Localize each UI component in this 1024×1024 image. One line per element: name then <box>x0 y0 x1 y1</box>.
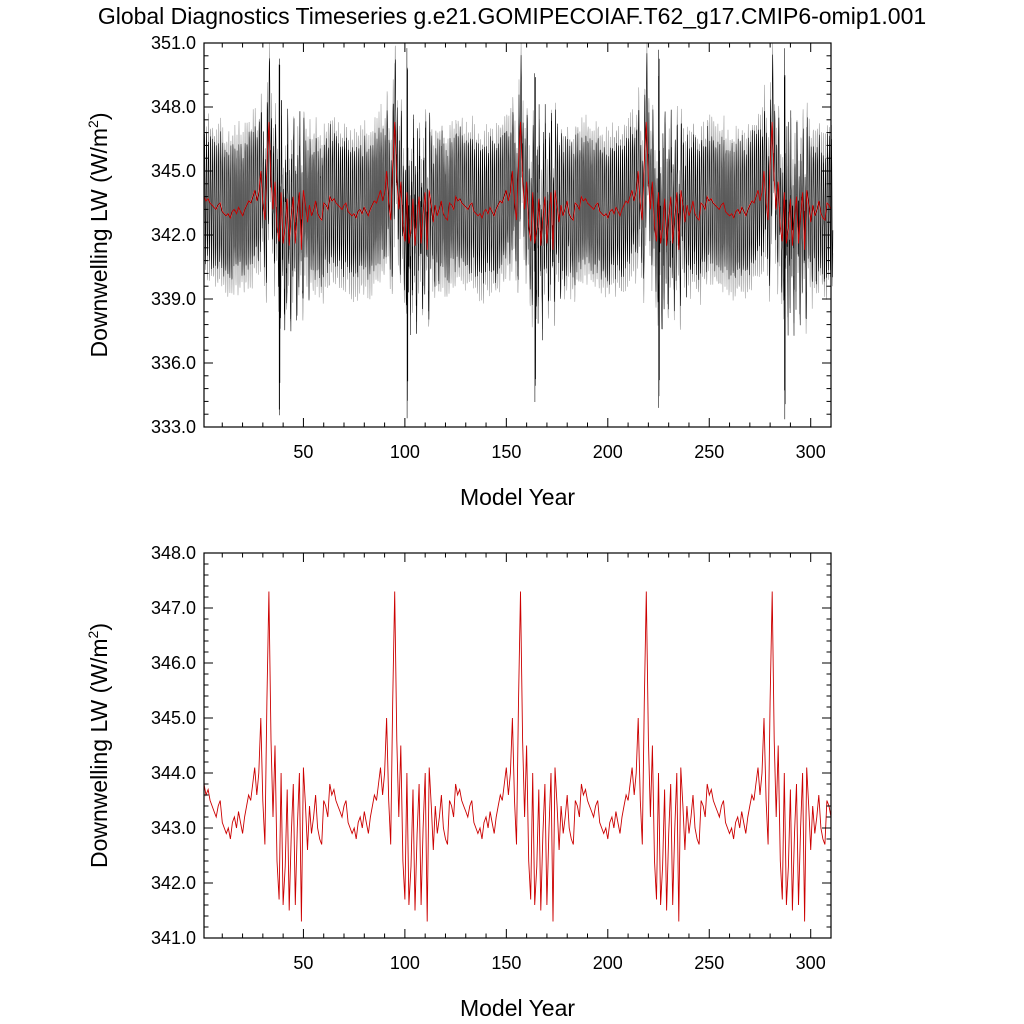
x-tick-label: 50 <box>293 442 313 462</box>
y-axis-title-close: ) <box>86 623 112 631</box>
x-tick-label: 100 <box>390 442 420 462</box>
series-line-annual <box>203 121 832 250</box>
y-tick-label: 345.0 <box>151 708 196 728</box>
panel-bottom: 341.0 342.0 343.0 344.0 345.0 346.0 347.0 348.0… <box>85 543 832 1021</box>
y-axis-title-superscript: 2 <box>85 120 101 128</box>
x-tick-label: 250 <box>694 953 724 973</box>
y-tick-label: 346.0 <box>151 653 196 673</box>
x-tick-label: 150 <box>491 442 521 462</box>
plot-frame <box>203 552 832 939</box>
series-line-annual <box>203 591 832 922</box>
y-tick-label: 339.0 <box>151 289 196 309</box>
series-line-monthly-1 <box>203 48 834 420</box>
y-axis-title-text: Downwelling LW (W/m <box>86 128 112 358</box>
y-tick-label: 348.0 <box>151 543 196 563</box>
y-tick-label: 336.0 <box>151 353 196 373</box>
y-tick-label: 343.0 <box>151 818 196 838</box>
y-tick-label: 342.0 <box>151 225 196 245</box>
y-axis-title-close: ) <box>86 112 112 120</box>
y-tick-label: 344.0 <box>151 763 196 783</box>
y-axis-title-superscript: 2 <box>85 630 101 638</box>
x-tick-label: 300 <box>796 953 826 973</box>
x-tick-label: 300 <box>796 442 826 462</box>
panel-top: 333.0 336.0 339.0 342.0 345.0 348.0 351.0 50 100… <box>85 33 834 510</box>
x-tick-label: 200 <box>593 442 623 462</box>
x-axis-title: Model Year <box>460 995 575 1021</box>
y-tick-label: 351.0 <box>151 33 196 53</box>
x-axis-title: Model Year <box>460 484 575 510</box>
x-tick-label: 100 <box>390 953 420 973</box>
y-tick-label: 341.0 <box>151 928 196 948</box>
y-tick-label: 345.0 <box>151 161 196 181</box>
x-tick-label: 250 <box>694 442 724 462</box>
y-tick-label: 342.0 <box>151 873 196 893</box>
y-tick-label: 347.0 <box>151 598 196 618</box>
y-axis-title-text: Downwelling LW (W/m <box>86 638 112 868</box>
y-axis-title: Downwelling LW (W/m2) <box>85 112 112 357</box>
y-tick-label: 348.0 <box>151 97 196 117</box>
page-title: Global Diagnostics Timeseries g.e21.GOMI… <box>97 3 927 29</box>
x-tick-label: 50 <box>293 953 313 973</box>
x-tick-label: 200 <box>593 953 623 973</box>
y-tick-label: 333.0 <box>151 417 196 437</box>
x-tick-label: 150 <box>491 953 521 973</box>
y-axis-title: Downwelling LW (W/m2) <box>85 623 112 868</box>
